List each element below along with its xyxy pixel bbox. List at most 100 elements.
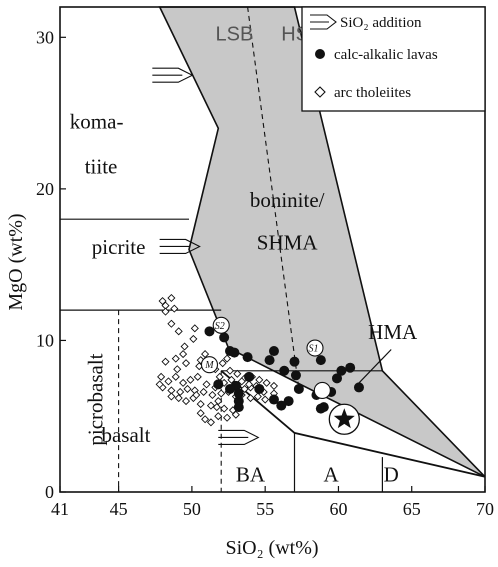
legend-label-calc-alkalic: calc-alkalic lavas bbox=[334, 47, 438, 63]
calc-alkalic-point bbox=[279, 365, 290, 376]
plot-frame bbox=[59, 6, 486, 493]
sample-label: S2 bbox=[215, 321, 225, 332]
arc-tholeiite-point bbox=[262, 378, 271, 387]
arc-tholeiite-point bbox=[208, 390, 217, 400]
calc-alkalic-point bbox=[244, 371, 255, 382]
calc-alkalic-point bbox=[293, 383, 304, 394]
calc-alkalic-point bbox=[268, 346, 279, 357]
y-tick-label: 10 bbox=[36, 330, 54, 350]
special-sample-circle bbox=[212, 316, 230, 334]
calc-alkalic-point bbox=[315, 355, 326, 366]
x-tick-label: 50 bbox=[183, 499, 201, 519]
arc-tholeiite-point bbox=[155, 380, 164, 389]
arc-tholeiite-point bbox=[212, 403, 221, 412]
arc-tholeiite-point bbox=[181, 397, 191, 406]
legend-label-arc-tholeiites: arc tholeiites bbox=[334, 85, 411, 101]
legend-arrow-icon bbox=[310, 14, 337, 30]
arc-tholeiite-point bbox=[225, 366, 235, 375]
calc-alkalic-point bbox=[254, 383, 265, 394]
arc-tholeiite-point bbox=[179, 378, 188, 387]
field-label: picrite bbox=[92, 235, 146, 259]
arc-tholeiite-point bbox=[186, 375, 195, 384]
field-label: LSB bbox=[215, 23, 253, 45]
calc-alkalic-point bbox=[353, 382, 364, 393]
arc-tholeiite-point bbox=[196, 400, 205, 409]
arc-tholeiite-point bbox=[167, 392, 176, 401]
arc-tholeiite-point bbox=[231, 410, 240, 419]
arc-tholeiite-point bbox=[171, 354, 180, 363]
legend: SiO₂ addition calc-alkalic lavas arc tho… bbox=[301, 6, 486, 112]
arc-tholeiite-point bbox=[193, 372, 202, 381]
arc-tholeiite-point bbox=[227, 375, 236, 384]
arc-tholeiite-point bbox=[214, 412, 223, 421]
field-label-picrobasalt: picrobasalt bbox=[84, 353, 108, 445]
y-tick-label: 30 bbox=[36, 27, 54, 47]
arc-tholeiite-point bbox=[223, 354, 232, 363]
arc-tholeiite-point bbox=[206, 418, 215, 427]
y-tick-label: 20 bbox=[36, 179, 54, 199]
calc-alkalic-point bbox=[336, 365, 347, 376]
arc-tholeiite-point bbox=[245, 380, 254, 389]
lsb-hsb-divider bbox=[247, 6, 300, 389]
legend-filled-circle-icon bbox=[315, 49, 325, 59]
arc-tholeiite-point bbox=[261, 395, 270, 404]
arc-tholeiite-point bbox=[181, 359, 191, 368]
calc-alkalic-point bbox=[242, 352, 253, 363]
arc-tholeiite-point bbox=[218, 359, 227, 368]
axis-ticks: 41 45 50 55 60 65 70 0 10 20 30 bbox=[36, 27, 494, 519]
sio2-addition-arrow-icon bbox=[152, 67, 194, 83]
field-label: koma- bbox=[70, 109, 124, 133]
arc-tholeiite-point bbox=[190, 324, 199, 333]
arc-tholeiite-point bbox=[196, 409, 205, 418]
arc-tholeiite-point bbox=[158, 296, 167, 306]
arc-tholeiite-point bbox=[167, 293, 176, 303]
sio2-addition-arrow-icon bbox=[218, 429, 260, 445]
arc-tholeiite-point bbox=[214, 397, 223, 406]
arc-tholeiite-point bbox=[157, 372, 166, 381]
arc-tholeiite-point bbox=[179, 350, 188, 359]
calc-alkalic-point bbox=[283, 396, 294, 407]
boninite-field-region bbox=[158, 6, 486, 478]
calc-alkalic-point bbox=[233, 402, 244, 413]
y-axis-title: MgO (wt%) bbox=[5, 213, 27, 310]
sample-label: S1 bbox=[309, 344, 319, 355]
arc-tholeiite-point bbox=[173, 365, 182, 374]
field-label: D bbox=[384, 462, 399, 486]
field-label: A bbox=[324, 462, 340, 486]
calc-alkalic-point bbox=[331, 373, 342, 384]
field-label: HMA bbox=[368, 320, 418, 344]
sio2-addition-arrow-icon bbox=[159, 238, 201, 255]
arc-tholeiite-point bbox=[171, 372, 180, 381]
arc-tholeiite-point bbox=[246, 393, 255, 403]
arc-tholeiite-point bbox=[180, 342, 189, 351]
x-tick-label: 55 bbox=[256, 499, 274, 519]
arc-tholeiite-point bbox=[174, 393, 183, 403]
x-tick-label: 60 bbox=[329, 499, 347, 519]
arc-tholeiite-point bbox=[167, 319, 176, 328]
arc-tholeiite-point bbox=[199, 387, 208, 397]
calc-alkalic-point bbox=[268, 394, 279, 405]
calc-alkalic-point bbox=[219, 332, 230, 343]
y-tick-label: 0 bbox=[45, 482, 54, 502]
calc-alkalic-point bbox=[315, 403, 326, 414]
arc-tholeiite-point bbox=[161, 357, 170, 366]
star-sample-icon bbox=[333, 408, 355, 429]
field-label: BA bbox=[236, 462, 266, 486]
arc-tholeiite-point bbox=[192, 390, 201, 400]
special-sample-circle bbox=[200, 356, 219, 374]
calc-alkalic-point bbox=[204, 326, 215, 337]
x-axis-title: SiO₂ (wt%) bbox=[225, 537, 318, 559]
arc-tholeiite-point bbox=[196, 356, 205, 365]
calc-alkalic-point bbox=[213, 379, 224, 390]
sample-label: M bbox=[204, 360, 214, 371]
arc-tholeiite-point bbox=[174, 327, 183, 336]
calc-alkalic-point bbox=[229, 347, 240, 358]
arc-tholeiite-point bbox=[233, 369, 242, 378]
field-label: boninite/ bbox=[250, 188, 325, 212]
arc-tholeiite-point bbox=[217, 389, 226, 398]
arc-tholeiite-point bbox=[220, 404, 229, 413]
calc-alkalic-point bbox=[225, 383, 235, 394]
arc-tholeiite-point bbox=[223, 413, 232, 422]
calc-alkalic-point bbox=[276, 400, 287, 411]
